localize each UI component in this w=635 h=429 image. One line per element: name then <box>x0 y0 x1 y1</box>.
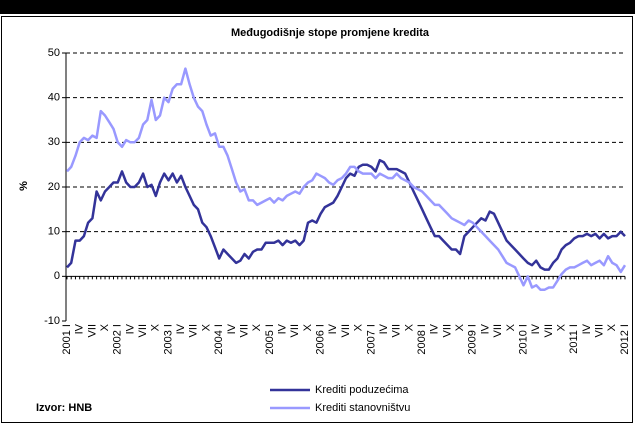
x-tick-label: X <box>606 323 618 331</box>
x-tick-label: 2011 I <box>568 324 580 354</box>
x-tick-label: X <box>454 323 466 331</box>
x-tick-label: IV <box>74 323 86 334</box>
x-tick-label: 2001 I <box>61 324 73 355</box>
x-tick-label: 2002 I <box>112 324 124 355</box>
y-tick-label: -10 <box>44 315 60 327</box>
x-tick-label: IV <box>479 323 491 334</box>
x-tick-label: 2005 I <box>264 324 276 355</box>
x-tick-label: 2003 I <box>162 324 174 355</box>
x-tick-label: IV <box>429 323 441 334</box>
x-tick-label: X <box>251 323 263 331</box>
chart-title: Međugodišnje stope promjene kredita <box>231 27 430 39</box>
x-tick-label: IV <box>226 323 238 334</box>
x-tick-label: X <box>505 323 517 331</box>
x-tick-label: VII <box>238 324 250 337</box>
y-tick-label: 20 <box>48 181 60 193</box>
x-tick-label: VII <box>391 324 403 337</box>
top-bar <box>0 0 635 14</box>
y-tick-label: 0 <box>54 270 60 282</box>
y-axis-label: % <box>18 181 30 191</box>
legend-label: Krediti poduzećima <box>315 384 409 396</box>
y-tick-label: 40 <box>48 92 60 104</box>
series-line <box>66 158 626 271</box>
x-tick-label: VII <box>594 324 606 337</box>
x-tick-label: IV <box>175 323 187 334</box>
x-tick-label: X <box>302 323 314 331</box>
x-tick-label: VII <box>492 324 504 337</box>
x-tick-label: VII <box>441 324 453 337</box>
x-tick-label: IV <box>276 323 288 334</box>
x-tick-label: IV <box>581 323 593 334</box>
x-tick-label: VII <box>86 324 98 337</box>
x-tick-label: IV <box>530 323 542 334</box>
x-tick-label: IV <box>327 323 339 334</box>
x-tick-label: VII <box>289 324 301 337</box>
x-tick-label: X <box>200 323 212 331</box>
series-line <box>66 67 627 291</box>
legend-label: Krediti stanovništvu <box>315 402 410 414</box>
x-tick-label: 2012 I <box>619 324 631 355</box>
x-tick-label: VII <box>340 324 352 337</box>
x-tick-label: X <box>99 323 111 331</box>
x-tick-label: VII <box>543 324 555 337</box>
x-tick-label: VII <box>188 324 200 337</box>
y-tick-label: 30 <box>48 136 60 148</box>
x-tick-label: 2006 I <box>315 324 327 355</box>
x-tick-label: 2008 I <box>416 324 428 355</box>
x-tick-label: 2010 I <box>517 324 529 355</box>
x-tick-label: 2009 I <box>467 324 479 355</box>
x-tick-label: X <box>555 323 567 331</box>
y-tick-label: 10 <box>48 226 60 238</box>
x-tick-label: 2007 I <box>365 324 377 355</box>
source: Izvor: HNB <box>36 402 92 414</box>
x-tick-label: 2004 I <box>213 324 225 355</box>
x-tick-label: X <box>403 323 415 331</box>
x-tick-label: X <box>150 323 162 331</box>
x-tick-label: VII <box>137 324 149 337</box>
x-tick-label: IV <box>124 323 136 334</box>
x-tick-label: X <box>353 323 365 331</box>
x-tick-label: IV <box>378 323 390 334</box>
y-tick-label: 50 <box>48 47 60 59</box>
